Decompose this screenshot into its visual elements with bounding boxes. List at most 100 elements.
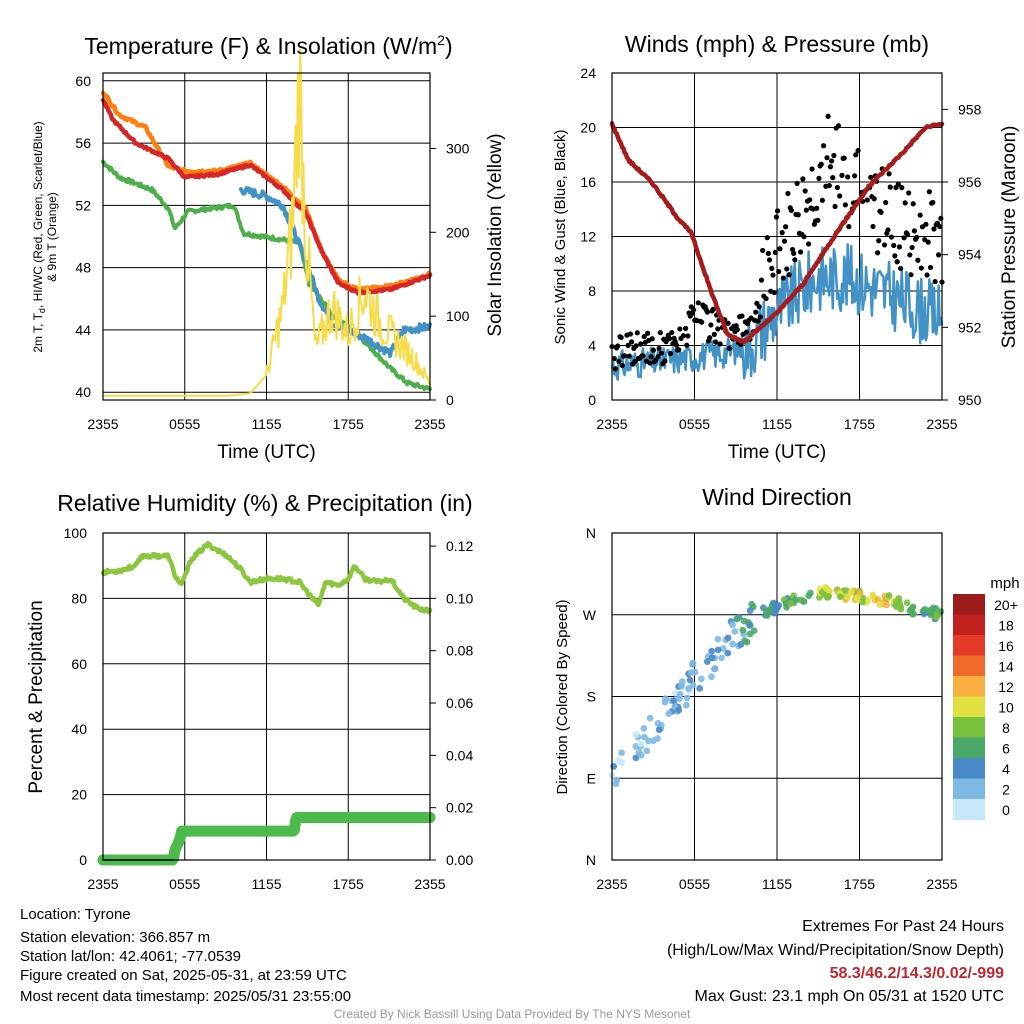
black-gust-point xyxy=(887,184,893,190)
black-gust-point xyxy=(743,329,750,335)
black-gust-point xyxy=(655,354,661,360)
black-gust-point xyxy=(918,265,924,271)
x-tick-label: 1155 xyxy=(762,876,792,892)
black-gust-point xyxy=(829,158,835,164)
blue-sonic-wind-line xyxy=(610,243,944,381)
temp-y-tick-label: 40 xyxy=(75,384,91,400)
x-tick-label: 1755 xyxy=(844,416,875,432)
black-gust-point xyxy=(846,224,852,230)
black-gust-point xyxy=(684,342,690,348)
dir-point xyxy=(682,701,690,709)
dir-point xyxy=(806,589,814,597)
temp-y-tick-label: 60 xyxy=(75,73,91,89)
dir-point xyxy=(724,634,732,642)
black-gust-point xyxy=(764,235,770,241)
black-gust-point xyxy=(628,339,635,345)
black-gust-point xyxy=(704,309,711,315)
black-gust-point xyxy=(666,336,673,342)
black-gust-point xyxy=(926,189,932,195)
black-gust-point xyxy=(715,326,721,332)
winds-y-tick-label: 4 xyxy=(588,338,596,354)
black-gust-point xyxy=(901,235,907,241)
black-gust-point xyxy=(855,148,861,154)
dir-point xyxy=(729,640,737,648)
dir-point xyxy=(612,780,620,788)
black-gust-point xyxy=(680,333,686,339)
dir-point xyxy=(762,606,770,614)
black-gust-point xyxy=(707,335,713,341)
black-gust-point xyxy=(827,164,834,170)
black-gust-point xyxy=(896,244,903,250)
rh-title: Relative Humidity (%) & Precipitation (i… xyxy=(57,490,472,516)
black-gust-point xyxy=(792,257,798,263)
black-gust-point xyxy=(650,347,656,353)
black-gust-point xyxy=(708,322,714,328)
rh-y2-tick-label: 0.02 xyxy=(446,800,473,816)
black-gust-point xyxy=(837,193,843,199)
dir-point xyxy=(897,605,905,613)
temp-y2-tick-label: 300 xyxy=(446,140,470,156)
black-gust-point xyxy=(784,266,790,272)
x-tick-label: 2355 xyxy=(596,876,627,892)
x-tick-label: 1755 xyxy=(333,876,364,892)
rh-y-tick-label: 100 xyxy=(64,525,88,541)
black-gust-point xyxy=(682,325,689,331)
dir-y-tick-label: E xyxy=(587,770,596,786)
black-gust-point xyxy=(925,239,931,245)
black-gust-point xyxy=(640,353,646,359)
black-gust-point xyxy=(785,190,791,197)
dir-point xyxy=(770,609,778,617)
black-gust-point xyxy=(834,184,840,191)
rh-y-tick-label: 80 xyxy=(71,590,87,606)
black-gust-point xyxy=(830,175,836,181)
x-tick-label: 0555 xyxy=(679,416,710,432)
dir-point xyxy=(740,617,748,625)
dir-point xyxy=(641,733,648,741)
legend-label: 6 xyxy=(1002,741,1010,757)
winds-y2-tick-label: 956 xyxy=(958,174,982,190)
dir-point xyxy=(643,747,651,755)
black-gust-point xyxy=(710,306,716,312)
dir-point xyxy=(646,714,654,722)
legend-label: 8 xyxy=(1002,720,1010,736)
dir-point xyxy=(718,654,725,662)
legend-swatch xyxy=(953,655,985,677)
legend-swatch xyxy=(953,737,985,759)
black-gust-point xyxy=(875,250,881,256)
black-gust-point xyxy=(826,183,832,189)
dir-point xyxy=(662,695,669,703)
dir-point xyxy=(876,601,884,608)
dir-point xyxy=(691,668,699,676)
black-gust-point xyxy=(807,197,813,203)
black-gust-point xyxy=(691,307,697,313)
black-gust-point xyxy=(909,244,915,251)
black-gust-point xyxy=(712,339,719,345)
black-gust-point xyxy=(895,181,901,187)
black-gust-point xyxy=(815,217,821,223)
black-gust-point xyxy=(611,355,617,362)
dir-point xyxy=(710,665,718,673)
black-gust-point xyxy=(626,353,632,359)
black-gust-point xyxy=(802,188,808,194)
dir-point xyxy=(903,599,911,607)
winds-y-tick-label: 20 xyxy=(580,120,596,136)
yellow-solar-line xyxy=(102,48,431,397)
legend-swatch xyxy=(953,614,985,636)
dir-point xyxy=(775,601,783,609)
black-gust-point xyxy=(673,342,679,348)
black-gust-point xyxy=(917,212,923,218)
x-tick-label: 0555 xyxy=(169,876,200,892)
black-gust-point xyxy=(763,295,769,302)
rh-y-tick-label: 0 xyxy=(79,852,87,868)
dir-point xyxy=(703,658,711,666)
black-gust-point xyxy=(907,252,913,258)
black-gust-point xyxy=(888,234,895,240)
dir-point xyxy=(787,600,795,607)
temperature-panel: 2355 0555 1155 1755 2355 40 44 48 52 56 60 0 100 200 3… xyxy=(31,32,506,463)
black-gust-point xyxy=(832,203,838,210)
black-gust-point xyxy=(908,272,914,278)
black-gust-point xyxy=(930,199,936,206)
black-gust-point xyxy=(758,277,765,283)
black-gust-point xyxy=(656,345,662,352)
winds-frame xyxy=(611,72,943,401)
